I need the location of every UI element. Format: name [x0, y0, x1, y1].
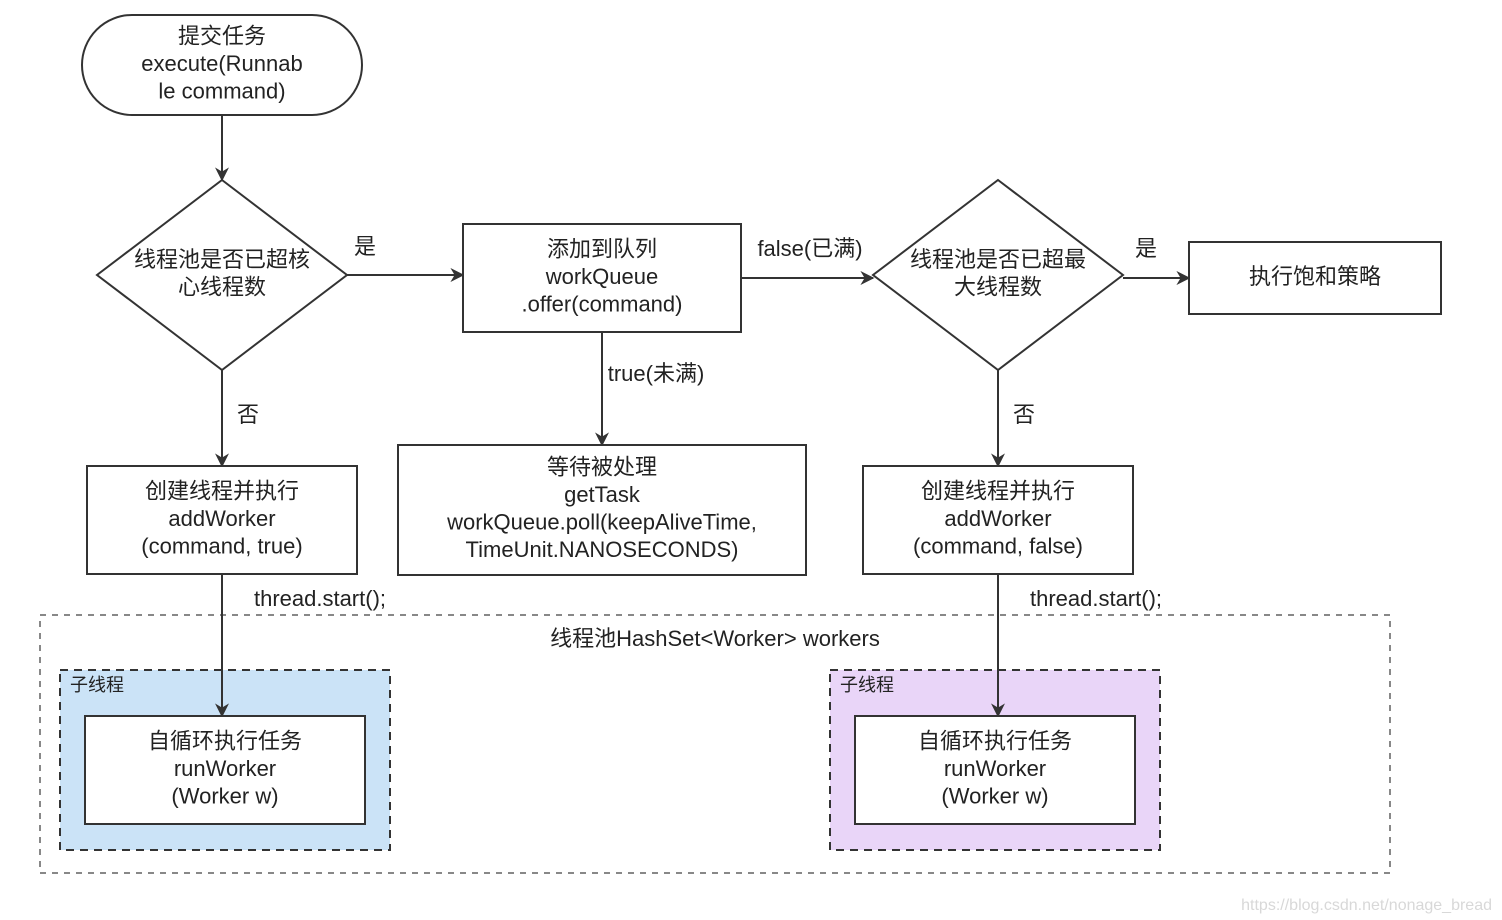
- svg-text:(Worker w): (Worker w): [941, 783, 1048, 808]
- svg-text:创建线程并执行: 创建线程并执行: [145, 478, 299, 503]
- svg-text:大线程数: 大线程数: [954, 275, 1042, 300]
- svg-text:等待被处理: 等待被处理: [547, 455, 657, 480]
- svg-text:否: 否: [1013, 402, 1035, 427]
- svg-text:自循环执行任务: 自循环执行任务: [148, 728, 302, 753]
- svg-text:le command): le command): [158, 78, 285, 103]
- svg-text:true(未满): true(未满): [608, 361, 705, 386]
- svg-text:TimeUnit.NANOSECONDS): TimeUnit.NANOSECONDS): [466, 537, 739, 562]
- svg-text:(command, false): (command, false): [913, 533, 1083, 558]
- svg-text:否: 否: [237, 402, 259, 427]
- svg-text:execute(Runnab: execute(Runnab: [141, 51, 302, 76]
- svg-text:提交任务: 提交任务: [178, 23, 266, 48]
- svg-text:线程池HashSet<Worker> workers: 线程池HashSet<Worker> workers: [550, 626, 880, 651]
- svg-text:addWorker: addWorker: [168, 506, 275, 531]
- svg-text:线程池是否已超核: 线程池是否已超核: [134, 247, 310, 272]
- svg-text:心线程数: 心线程数: [178, 275, 266, 300]
- svg-text:https://blog.csdn.net/nonage_b: https://blog.csdn.net/nonage_bread: [1241, 897, 1492, 914]
- flowchart-canvas: 线程池HashSet<Worker> workers 子线程 子线程 是否 false(…: [0, 0, 1502, 920]
- svg-text:.offer(command): .offer(command): [522, 291, 683, 316]
- svg-text:子线程: 子线程: [840, 675, 894, 695]
- svg-text:子线程: 子线程: [70, 675, 124, 695]
- svg-text:thread.start();: thread.start();: [254, 586, 386, 611]
- svg-text:是: 是: [1135, 236, 1157, 261]
- svg-text:是: 是: [354, 234, 376, 259]
- svg-text:线程池是否已超最: 线程池是否已超最: [910, 247, 1086, 272]
- svg-text:addWorker: addWorker: [944, 506, 1051, 531]
- svg-text:(command, true): (command, true): [141, 533, 302, 558]
- svg-text:getTask: getTask: [564, 482, 641, 507]
- svg-text:自循环执行任务: 自循环执行任务: [918, 728, 1072, 753]
- svg-text:runWorker: runWorker: [944, 756, 1046, 781]
- svg-text:执行饱和策略: 执行饱和策略: [1249, 264, 1381, 289]
- svg-text:workQueue.poll(keepAliveTime,: workQueue.poll(keepAliveTime,: [446, 510, 757, 535]
- svg-text:创建线程并执行: 创建线程并执行: [921, 478, 1075, 503]
- svg-text:(Worker w): (Worker w): [171, 783, 278, 808]
- svg-text:thread.start();: thread.start();: [1030, 586, 1162, 611]
- svg-text:workQueue: workQueue: [545, 264, 659, 289]
- svg-text:false(已满): false(已满): [757, 236, 862, 261]
- svg-text:runWorker: runWorker: [174, 756, 276, 781]
- svg-text:添加到队列: 添加到队列: [547, 236, 657, 261]
